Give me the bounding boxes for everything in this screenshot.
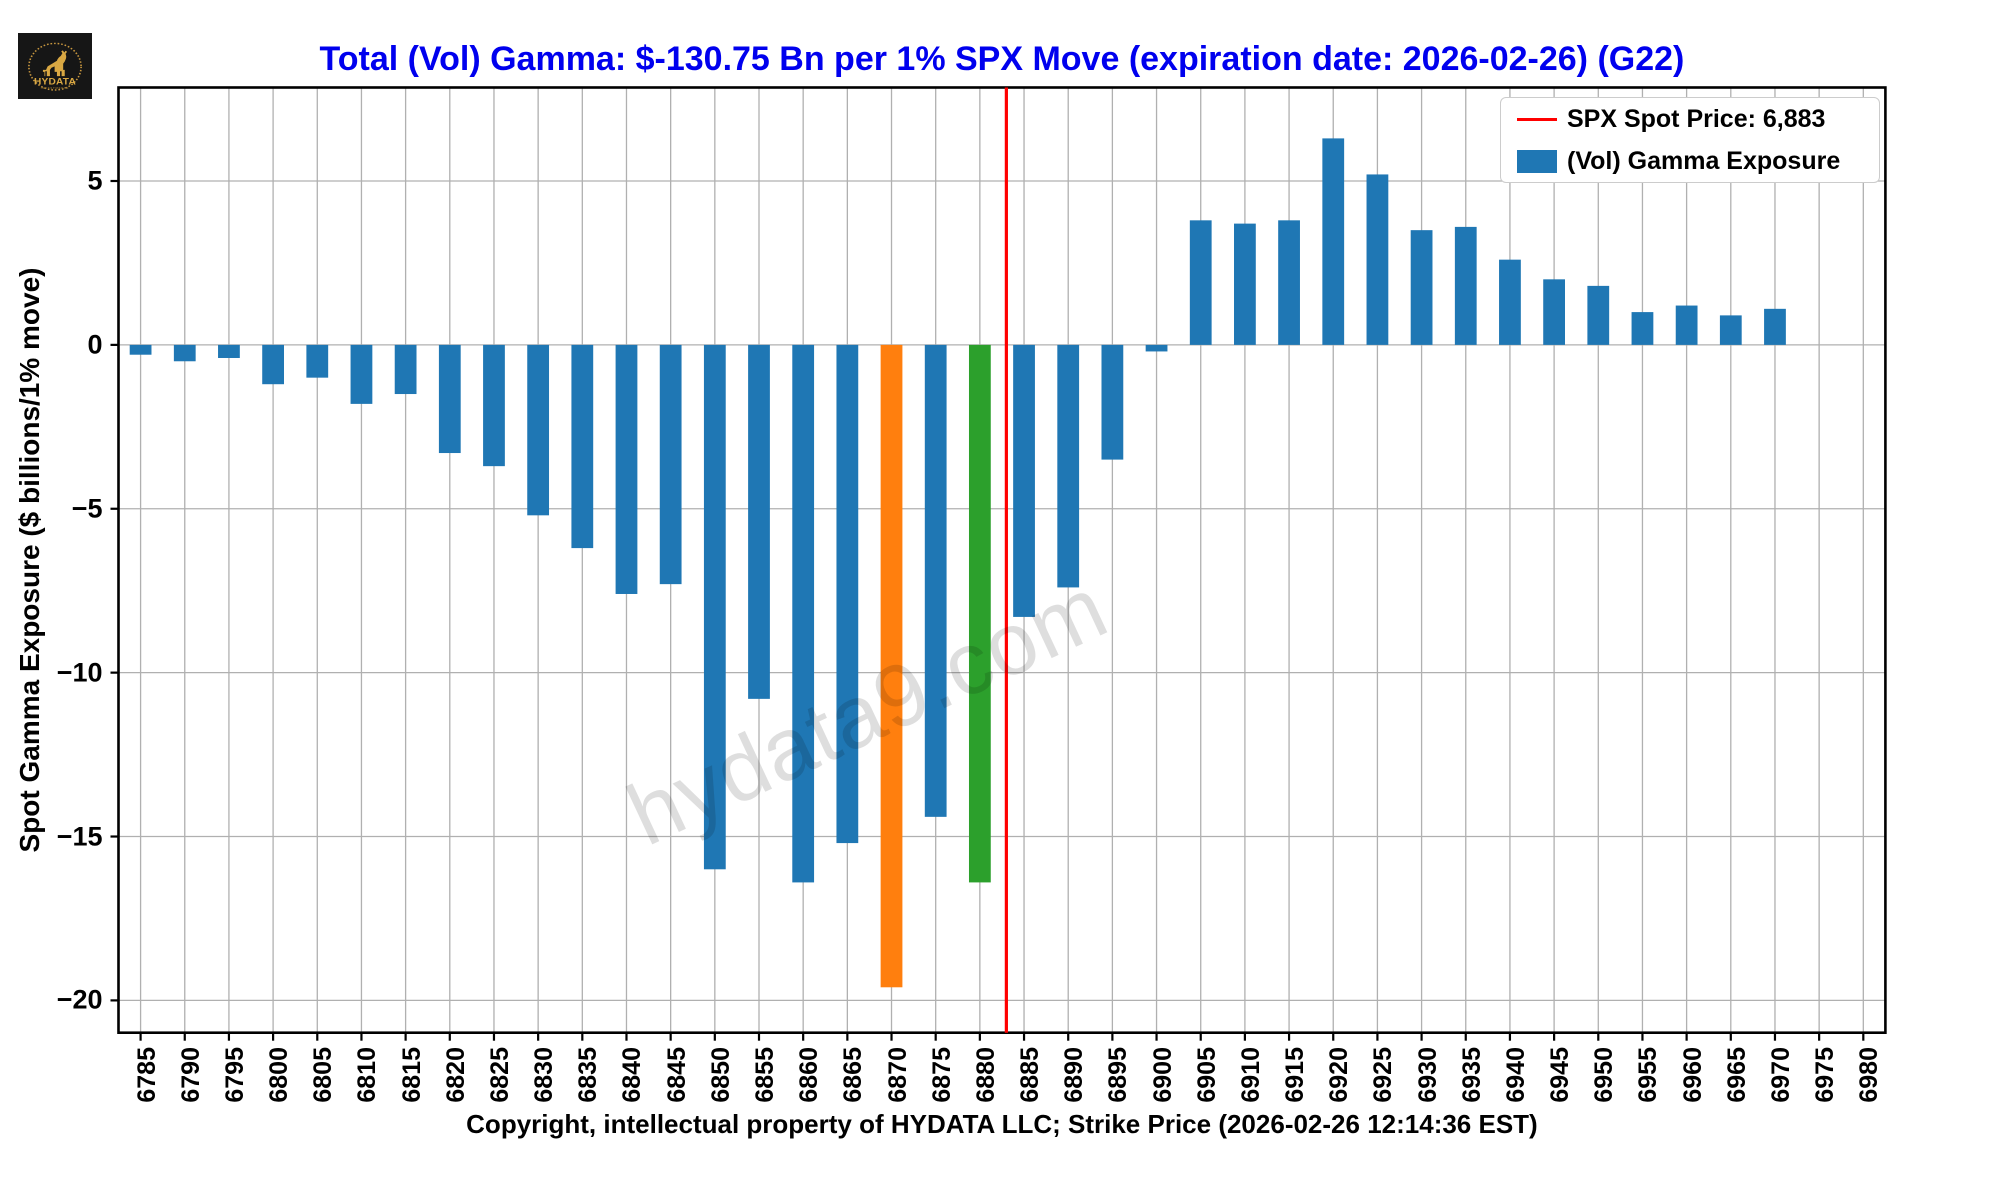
svg-text:INVESTMENTS: INVESTMENTS xyxy=(41,86,69,90)
svg-text:HYDATA: HYDATA xyxy=(34,77,76,87)
